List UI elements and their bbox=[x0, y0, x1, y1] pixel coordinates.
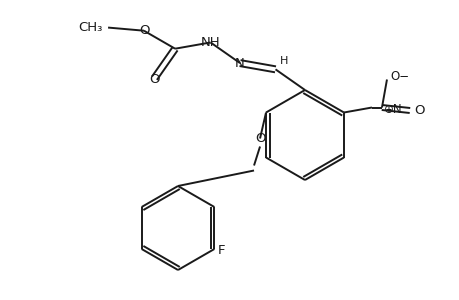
Text: O: O bbox=[413, 104, 424, 117]
Text: NH: NH bbox=[200, 36, 220, 49]
Text: O: O bbox=[254, 132, 265, 145]
Text: F: F bbox=[217, 244, 224, 257]
Text: H: H bbox=[279, 56, 287, 66]
Text: O: O bbox=[149, 73, 159, 86]
Text: CH₃: CH₃ bbox=[78, 21, 103, 34]
Text: O−: O− bbox=[389, 70, 408, 83]
Text: N: N bbox=[235, 57, 244, 70]
Text: ⊕N: ⊕N bbox=[383, 103, 402, 116]
Text: O: O bbox=[140, 24, 150, 37]
